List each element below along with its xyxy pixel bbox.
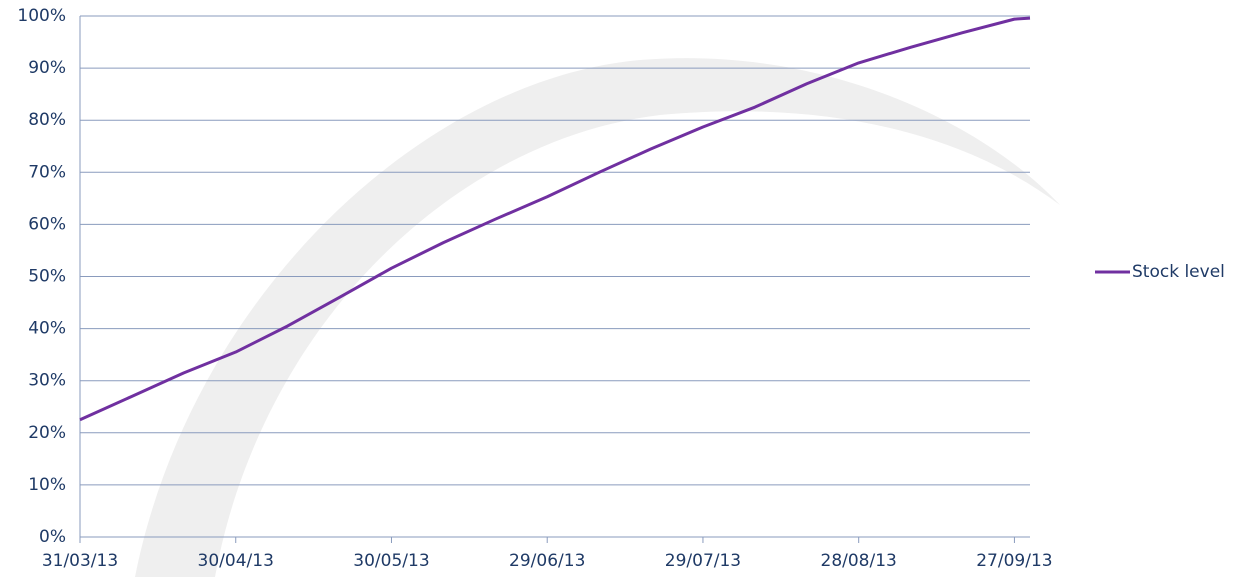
y-tick-label: 40% — [28, 319, 66, 339]
y-tick-label: 100% — [17, 6, 66, 26]
x-tick-label: 29/07/13 — [665, 551, 741, 571]
x-tick-label: 27/09/13 — [976, 551, 1052, 571]
y-tick-label: 10% — [28, 475, 66, 495]
y-tick-label: 90% — [28, 58, 66, 78]
y-tick-label: 60% — [28, 214, 66, 234]
line — [79, 16, 1031, 422]
y-tick-label: 70% — [28, 162, 66, 182]
x-tick-label: 30/05/13 — [353, 551, 429, 571]
y-tick-label: 20% — [28, 423, 66, 443]
x-tick-label: 29/06/13 — [509, 551, 585, 571]
x-tick-label: 31/03/13 — [42, 551, 118, 571]
x-tick-label: 30/04/13 — [198, 551, 274, 571]
x-tick-label: 28/08/13 — [821, 551, 897, 571]
legend-label: Stock level — [1132, 262, 1225, 282]
y-tick-label: 80% — [28, 110, 66, 130]
watermark — [135, 58, 1060, 577]
y-tick-label: 0% — [39, 527, 66, 547]
y-tick-label: 30% — [28, 371, 66, 391]
y-tick-label: 50% — [28, 267, 66, 287]
